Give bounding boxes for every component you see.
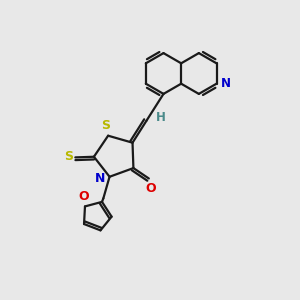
Text: O: O (145, 182, 156, 195)
Text: N: N (95, 172, 105, 185)
Text: N: N (220, 77, 230, 90)
Text: S: S (64, 150, 73, 163)
Text: O: O (78, 190, 89, 203)
Text: H: H (155, 111, 165, 124)
Text: S: S (101, 119, 110, 132)
